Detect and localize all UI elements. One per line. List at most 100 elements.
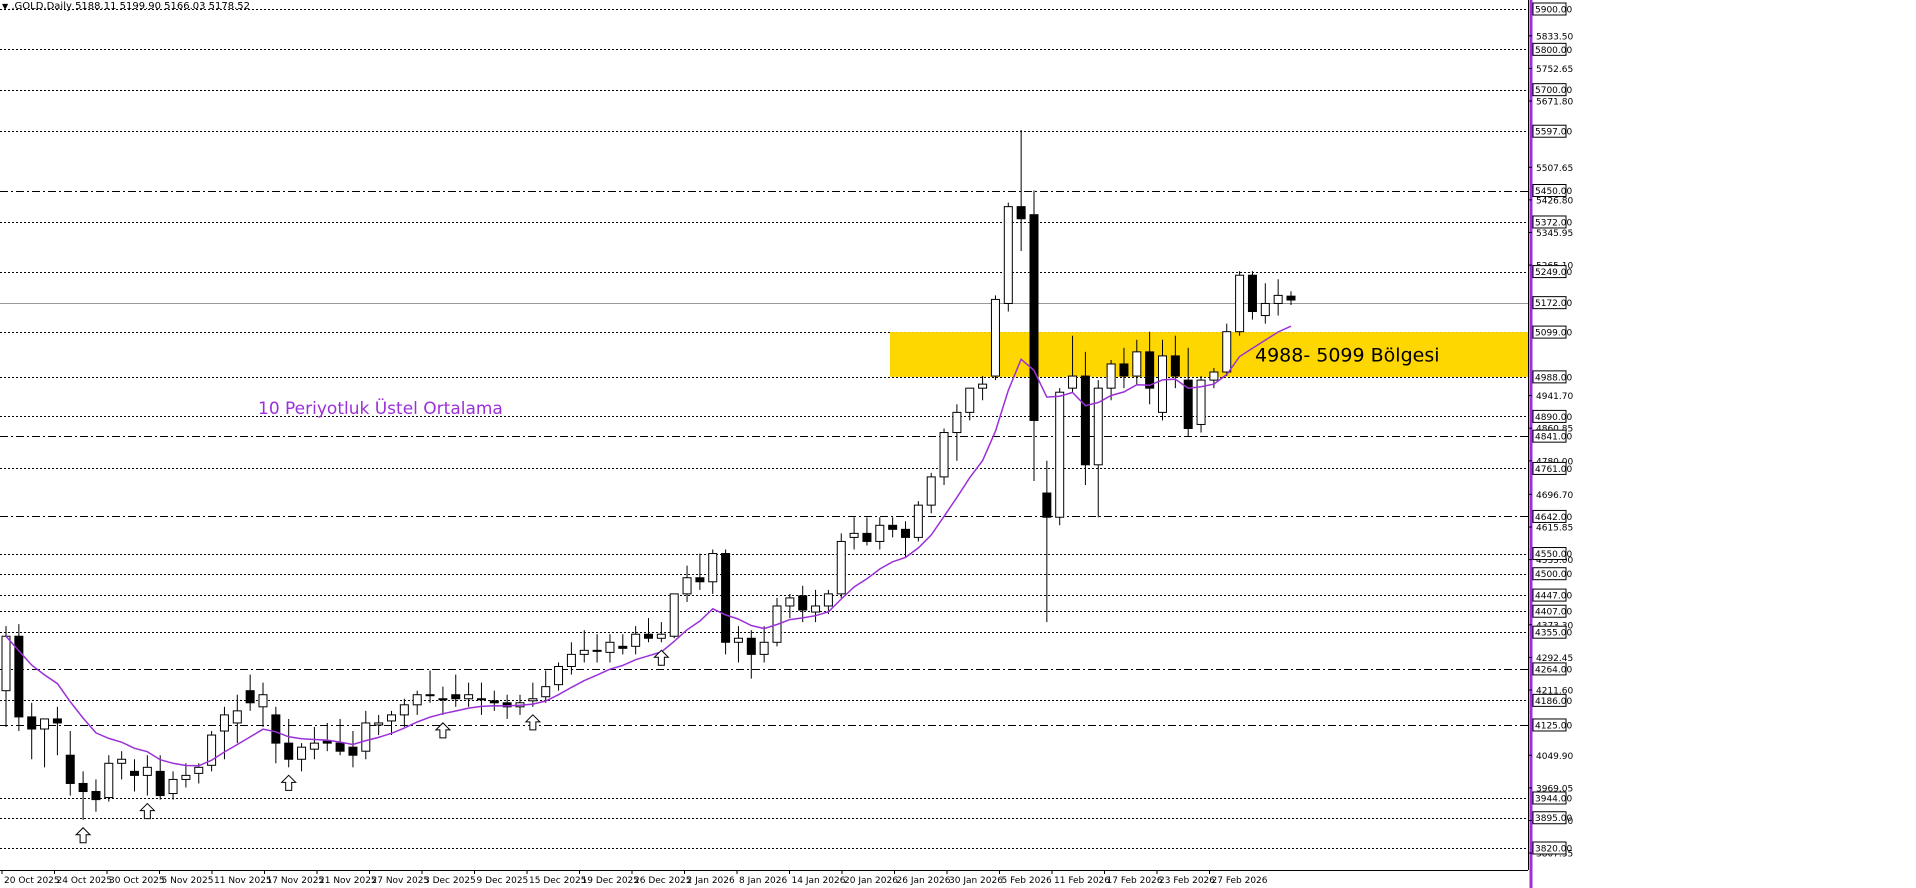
up-arrows [74,649,670,844]
candle-body-up [168,778,178,795]
candle-32 [412,690,422,715]
candle-body-up [104,762,114,799]
candle-51 [656,622,666,643]
candle-body-up [1235,274,1245,333]
candle-body-up [631,633,641,647]
candle-58 [746,630,756,679]
candle-21 [271,706,281,764]
level-price-label: 4841.00 [1535,433,1572,443]
level-price-box [1532,42,1567,56]
candle-body-down [489,700,499,704]
candle-87 [1119,347,1129,389]
candle-body-up [1260,302,1270,317]
candle-body-up [117,758,127,764]
candle-37 [476,682,486,715]
candle-68 [875,517,885,550]
level-price-label: 4550.00 [1535,550,1572,560]
level-price-label: 3820.00 [1535,845,1572,855]
candle-82 [1055,388,1065,526]
level-price-box [1532,625,1567,639]
candle-body-up [1158,355,1167,413]
level-price-box [1532,811,1567,825]
level-price-box [1532,265,1567,279]
candle-6 [78,771,88,820]
level-price-label: 5800.00 [1535,46,1572,56]
candle-body-down [91,791,101,801]
candle-56 [721,549,731,655]
candle-35 [451,674,461,707]
time-tick-label: 30 Jan 2026 [949,876,1003,886]
candle-body-up [438,698,448,701]
level-price-box [1532,296,1567,310]
candle-25 [322,722,332,752]
candle-79 [1016,130,1026,252]
candle-body-up [759,641,769,655]
level-price-label: 3944.00 [1535,794,1572,804]
level-price-box [1532,693,1567,707]
candle-body-down [284,742,294,760]
candle-body-down [1247,274,1257,313]
level-price-label: 4988.00 [1535,373,1572,383]
candle-74 [952,404,962,461]
candle-49 [631,626,641,655]
level-price-label: 4447.00 [1535,592,1572,602]
candle-41 [528,682,538,707]
time-tick-label: 21 Nov 2025 [319,876,377,886]
level-price-label: 4186.00 [1535,697,1572,707]
candle-body-up [811,605,821,613]
level-price-box [1532,841,1567,855]
level-price-label: 5372.00 [1535,218,1572,228]
candle-80 [1029,190,1039,481]
candle-body-up [875,524,885,542]
candle-15 [194,763,204,784]
candle-body-down [644,633,653,639]
candle-89 [1145,331,1155,405]
time-tick-label: 17 Nov 2025 [267,876,325,886]
candle-54 [695,553,705,590]
candle-body-down [1170,355,1180,377]
candle-body-down [1145,351,1155,389]
candle-71 [913,501,923,542]
candle-body-up [605,641,615,653]
candle-62 [798,585,808,623]
candle-13 [168,771,178,800]
level-price-box [1532,409,1567,423]
candle-body-down [901,528,910,538]
price-tick-label: 4211.60 [1536,687,1573,697]
candle-body-down [721,553,731,643]
level-price-label: 5172.00 [1535,299,1572,309]
candle-4 [52,706,62,756]
candle-body-up [733,637,743,643]
candle-69 [888,517,898,538]
candle-67 [862,517,872,546]
time-tick-label: 9 Dec 2025 [477,876,529,886]
candle-body-up [579,649,589,655]
price-tick-label: 4860.85 [1536,425,1573,435]
candle-33 [425,670,435,703]
candle-body-down [1016,206,1026,220]
candle-81 [1042,460,1052,623]
time-tick-label: 27 Nov 2025 [372,876,430,886]
up-arrow-icon [139,802,156,820]
candle-34 [438,686,448,715]
price-tick-label: 5426.80 [1536,196,1573,206]
level-price-label: 4761.00 [1535,465,1572,475]
level-price-box [1532,604,1567,618]
candle-body-down [862,532,872,542]
time-tick-label: 5 Feb 2026 [1002,876,1053,886]
candle-body-up [464,694,474,700]
candle-body-up [952,411,962,434]
candle-88 [1132,339,1142,385]
candle-body-up [181,774,191,780]
level-price-box [1532,662,1567,676]
candle-body-down [155,770,165,797]
candle-63 [811,589,821,623]
candle-body-up [1273,294,1283,304]
candle-body-down [451,694,461,700]
candle-body-up [476,698,486,701]
level-price-box [1532,461,1567,475]
level-price-box [1532,567,1567,581]
level-price-label: 5597.00 [1535,128,1572,138]
collapse-triangle-icon[interactable]: ▼ [2,2,9,11]
candle-57 [733,626,743,663]
